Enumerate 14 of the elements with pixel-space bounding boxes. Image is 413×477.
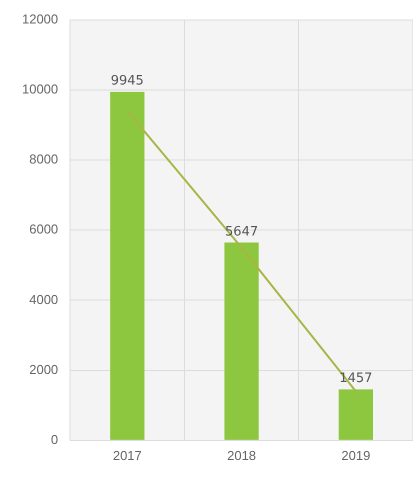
y-tick-label: 8000	[29, 152, 58, 167]
data-label: 9945	[110, 74, 144, 89]
x-tick-label: 2017	[112, 448, 142, 463]
y-tick-label: 2000	[29, 362, 58, 377]
x-tick-label: 2019	[341, 448, 370, 463]
bar	[224, 242, 259, 440]
bar	[110, 92, 144, 440]
y-tick-label: 4000	[29, 292, 58, 307]
y-tick-label: 0	[50, 432, 58, 447]
y-tick-label: 12000	[22, 11, 58, 26]
y-tick-label: 10000	[22, 81, 58, 96]
x-tick-label: 2018	[227, 448, 256, 463]
bar	[338, 389, 373, 440]
y-tick-label: 6000	[29, 222, 58, 237]
